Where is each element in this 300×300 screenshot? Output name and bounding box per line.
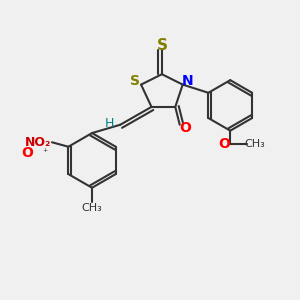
Text: CH₃: CH₃	[82, 203, 102, 213]
Text: CH₃: CH₃	[244, 139, 265, 149]
Text: NO₂: NO₂	[25, 136, 51, 149]
Text: H: H	[104, 117, 114, 130]
Text: O: O	[21, 146, 33, 160]
Text: O: O	[218, 137, 230, 151]
Text: S: S	[156, 38, 167, 53]
Text: S: S	[130, 74, 140, 88]
Text: ⁺: ⁺	[42, 148, 47, 158]
Text: O: O	[179, 121, 191, 135]
Text: N: N	[181, 74, 193, 88]
